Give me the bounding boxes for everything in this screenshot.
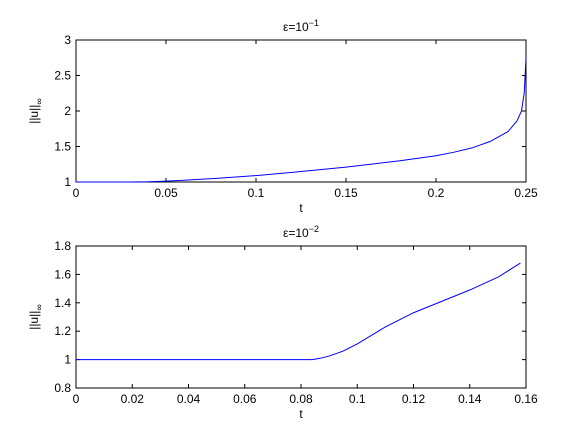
x-tick-label: 0.08 (289, 392, 313, 406)
chart-title-base: ε=10 (283, 20, 309, 34)
y-tick-label: 1 (64, 175, 71, 189)
y-tick-label: 1.8 (54, 239, 71, 253)
y-tick-label: 1 (64, 353, 71, 367)
chart-title-exponent: −1 (309, 18, 319, 28)
y-tick-label: 1.6 (54, 267, 71, 281)
x-tick-label: 0.15 (334, 186, 358, 200)
series-line (76, 57, 527, 183)
x-tick-label: 0.25 (514, 186, 538, 200)
chart-panel-2: 0 0.02 0.04 0.06 0.08 0.1 0.12 0.14 0.16 0.8 1 1.2 1… (27, 224, 538, 421)
x-tick-label: 0.14 (458, 392, 482, 406)
y-axis-label: ||u||∞ (27, 304, 44, 330)
chart-panel-1: 0 0.05 0.1 0.15 0.2 0.25 1 1.5 2 2.5 3 t ||u||∞ ε=10−… (27, 18, 538, 215)
y-tick-label: 1.5 (54, 140, 71, 154)
y-tick-label: 2 (64, 104, 71, 118)
y-tick-label: 1.4 (54, 296, 71, 310)
y-tick-label: 3 (64, 33, 71, 47)
x-tick-label: 0 (73, 186, 80, 200)
x-tick-label: 0.1 (349, 392, 366, 406)
chart-title: ε=10−1 (283, 18, 319, 34)
y-axis-label-main: ||u|| (27, 105, 41, 124)
y-axis-label-subscript: ∞ (34, 304, 44, 310)
series-line (76, 262, 521, 361)
x-axis-label: t (299, 201, 303, 215)
x-tick-label: 0 (73, 392, 80, 406)
x-tick-label: 0.06 (233, 392, 257, 406)
x-axis-label: t (299, 407, 303, 421)
x-tick-label: 0.16 (514, 392, 538, 406)
x-tick-label: 0.02 (121, 392, 145, 406)
plot-frame (75, 39, 527, 183)
y-tick-label: 0.8 (54, 381, 71, 395)
x-tick-label: 0.04 (177, 392, 201, 406)
y-tick-label: 1.2 (54, 324, 71, 338)
chart-title-base: ε=10 (283, 226, 309, 240)
x-tick-label: 0.1 (248, 186, 265, 200)
y-tick-label: 2.5 (54, 69, 71, 83)
x-tick-label: 0.2 (428, 186, 445, 200)
x-tick-label: 0.12 (402, 392, 426, 406)
y-axis-label-main: ||u|| (27, 311, 41, 330)
x-tick-label: 0.05 (154, 186, 178, 200)
chart-title-exponent: −2 (309, 224, 319, 234)
chart-title: ε=10−2 (283, 224, 319, 240)
y-axis-label-subscript: ∞ (34, 98, 44, 104)
plot-frame (75, 245, 527, 389)
y-axis-label: ||u||∞ (27, 98, 44, 124)
